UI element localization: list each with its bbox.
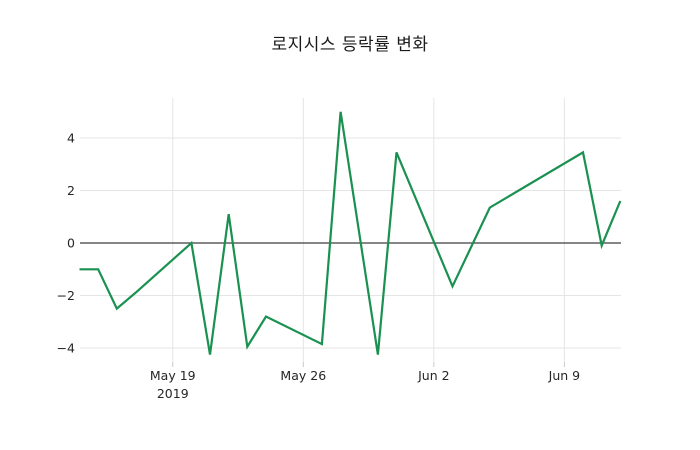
chart-title: 로지시스 등락률 변화 (271, 35, 429, 55)
y-axis-tick-label: −2 (57, 288, 75, 303)
x-axis-tick-label: Jun 9 (548, 368, 581, 383)
y-axis-tick-label: −4 (57, 341, 75, 356)
x-axis-tick-label: Jun 2 (417, 368, 449, 383)
data-series-line (79, 111, 622, 355)
x-axis-year-label: 2019 (157, 386, 189, 401)
y-axis-tick-label: 4 (67, 131, 75, 146)
x-axis-tick-label: May 19 (150, 368, 196, 383)
x-axis-tick-label: May 26 (280, 368, 326, 383)
y-axis-tick-label: 0 (67, 236, 75, 251)
y-axis-tick-label: 2 (67, 183, 75, 198)
